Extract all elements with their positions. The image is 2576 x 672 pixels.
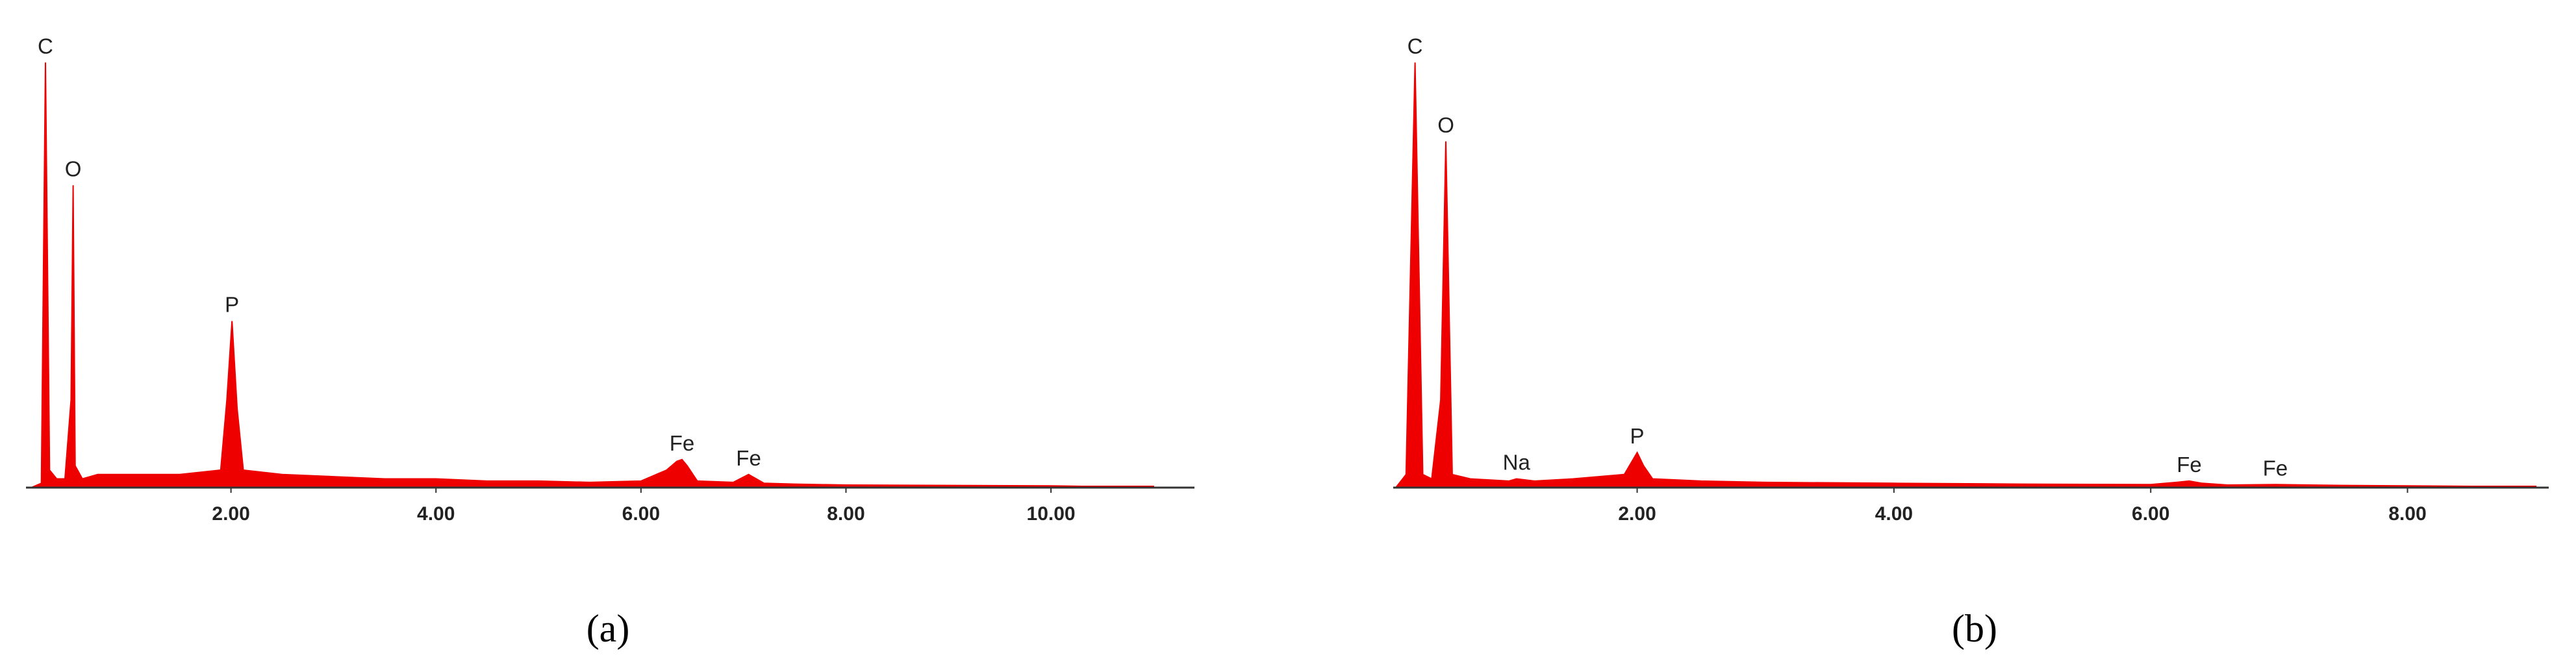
x-tick-label: 10.00: [1027, 503, 1076, 525]
peak-label: Fe: [2263, 456, 2288, 480]
spectrum: [31, 62, 1154, 488]
peak-label: O: [65, 156, 82, 180]
peak-label: C: [1408, 34, 1423, 58]
x-tick-label: 8.00: [2388, 503, 2426, 525]
x-tick-label: 6.00: [2132, 503, 2169, 525]
caption: (a): [587, 607, 630, 650]
x-tick-label: 4.00: [417, 503, 455, 525]
x-tick-label: 2.00: [212, 503, 249, 525]
peak-label: P: [225, 293, 239, 317]
caption: (b): [1952, 607, 1997, 650]
peak-label: Fe: [736, 446, 761, 470]
peak-label: C: [38, 34, 53, 58]
x-tick-label: 4.00: [1875, 503, 1913, 525]
spectrum: [1394, 62, 2537, 488]
peak-label: Na: [1503, 451, 1531, 475]
peak-label: Fe: [670, 431, 695, 455]
x-tick-label: 6.00: [622, 503, 660, 525]
peak-label: Fe: [2177, 453, 2202, 477]
peak-label: O: [1437, 113, 1454, 137]
x-tick-label: 8.00: [827, 503, 865, 525]
x-tick-label: 2.00: [1618, 503, 1656, 525]
peak-label: P: [1630, 424, 1645, 448]
